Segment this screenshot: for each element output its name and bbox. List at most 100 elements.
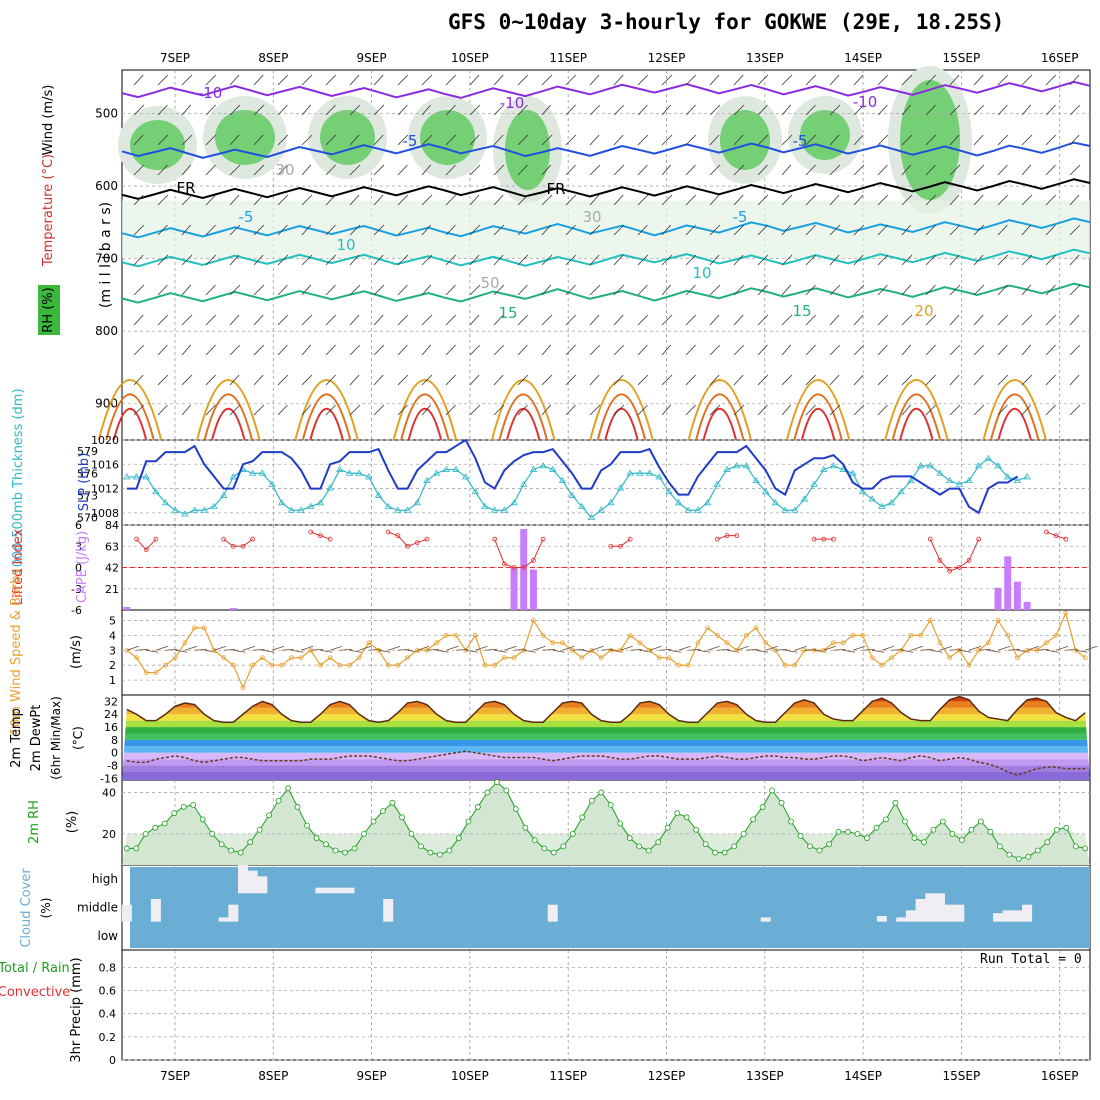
isotherm-label: -5 xyxy=(239,208,254,226)
chart-title: GFS 0~10day 3-hourly for GOKWE (29E, 18.… xyxy=(448,10,1005,34)
y-tick-label: 900 xyxy=(95,397,118,411)
wind-barb xyxy=(157,284,168,296)
wind-barb xyxy=(325,194,337,206)
lifted-index-point xyxy=(540,536,546,542)
wind-barb xyxy=(589,344,601,356)
wind-barb xyxy=(901,344,912,356)
wind-barb xyxy=(229,404,241,416)
wind-barb xyxy=(949,194,960,206)
wind-barb xyxy=(1069,404,1081,416)
y-tick-label: 40 xyxy=(102,786,116,799)
wind-barb xyxy=(517,194,529,206)
wind-barb xyxy=(630,648,643,651)
wind-barb xyxy=(688,648,701,651)
y-tick-label: 3 xyxy=(75,540,82,553)
wind-speed-point xyxy=(443,632,449,638)
wind-barb xyxy=(469,404,481,416)
cloud-bar xyxy=(218,917,229,922)
y-tick-label: 1012 xyxy=(91,483,119,496)
rh-point xyxy=(427,849,434,856)
wind-speed-point xyxy=(792,662,798,668)
wind-barb xyxy=(1055,645,1069,651)
wind-speed-point xyxy=(860,632,865,638)
wind-barb xyxy=(757,404,768,416)
temp-band xyxy=(122,714,1090,721)
wind-speed-point xyxy=(627,632,633,638)
wind-barb xyxy=(291,649,304,653)
wind-barb xyxy=(155,645,169,651)
cape-bar xyxy=(1004,556,1012,610)
thickness-point xyxy=(965,476,973,484)
wind-barb xyxy=(565,74,577,86)
isotherm-loop xyxy=(687,379,753,441)
thickness-point xyxy=(1013,476,1022,484)
wind-barb xyxy=(661,314,673,326)
rh-point xyxy=(845,828,851,835)
isotherm-loop xyxy=(785,379,851,441)
wind-barb xyxy=(925,314,937,326)
wind-barb xyxy=(133,194,144,206)
wind-barb xyxy=(1069,344,1081,356)
wind-barb xyxy=(591,645,604,651)
wind-speed-point xyxy=(453,632,459,638)
rh-point xyxy=(797,833,804,839)
wind-barb xyxy=(620,645,633,651)
wind-barb xyxy=(661,374,673,386)
wind-barb xyxy=(1069,374,1080,386)
wind-barb xyxy=(901,254,913,266)
wind-barb xyxy=(661,194,673,206)
wind-barb xyxy=(373,134,384,146)
lifted-index-point xyxy=(414,540,420,546)
wind-speed-point xyxy=(1044,640,1049,646)
wind-barb xyxy=(852,645,865,651)
wind-barb xyxy=(613,224,625,236)
wind-barb xyxy=(469,194,480,206)
wind-barb xyxy=(325,74,337,86)
wind-barb xyxy=(805,194,817,206)
isotherm-label: -10 xyxy=(198,84,223,102)
wind-speed-point xyxy=(937,640,943,646)
y-tick-label: 3 xyxy=(109,644,116,657)
wind-barb xyxy=(973,164,985,176)
wind-barb xyxy=(717,648,730,651)
wind-barb xyxy=(757,164,768,176)
wind-barb xyxy=(373,314,384,326)
thickness-point xyxy=(200,506,208,513)
wind-barb xyxy=(469,254,480,266)
wind-barb xyxy=(785,649,798,653)
wind-barb xyxy=(685,314,697,326)
rh-shading-core xyxy=(720,110,770,170)
wind-barb xyxy=(229,254,240,266)
thickness-point xyxy=(771,499,780,506)
wind-barb xyxy=(133,374,144,386)
isotherm-label: -5 xyxy=(403,132,418,150)
cape-bar xyxy=(123,606,131,610)
wind-barb xyxy=(349,194,360,206)
x-tick-label-bottom: 10SEP xyxy=(451,1069,489,1083)
wind-barb xyxy=(373,254,384,266)
wind-speed-point xyxy=(492,662,498,668)
rh-point xyxy=(399,814,405,821)
wind-barb xyxy=(853,314,864,326)
wind-barb xyxy=(1021,374,1033,386)
wind-barb xyxy=(709,374,720,386)
wind-barb xyxy=(253,404,265,416)
isotherm-loop xyxy=(793,393,843,441)
wind-barb xyxy=(157,74,169,86)
isotherm-line xyxy=(121,282,1091,304)
wind-barb xyxy=(493,224,505,236)
wind-barb xyxy=(475,645,488,651)
wind-barb xyxy=(445,314,457,326)
wind-speed-point xyxy=(637,640,643,646)
wind-barb xyxy=(157,194,169,206)
rh-point xyxy=(598,789,605,796)
thickness-point xyxy=(607,499,615,506)
rh-point xyxy=(693,826,700,833)
lifted-index-line xyxy=(136,538,157,551)
wind-barb xyxy=(781,74,793,86)
wind-barb xyxy=(223,648,236,651)
wind-barb xyxy=(877,164,888,176)
thickness-point xyxy=(403,506,412,513)
x-tick-label-top: 16SEP xyxy=(1041,51,1079,65)
thickness-point xyxy=(781,506,789,513)
